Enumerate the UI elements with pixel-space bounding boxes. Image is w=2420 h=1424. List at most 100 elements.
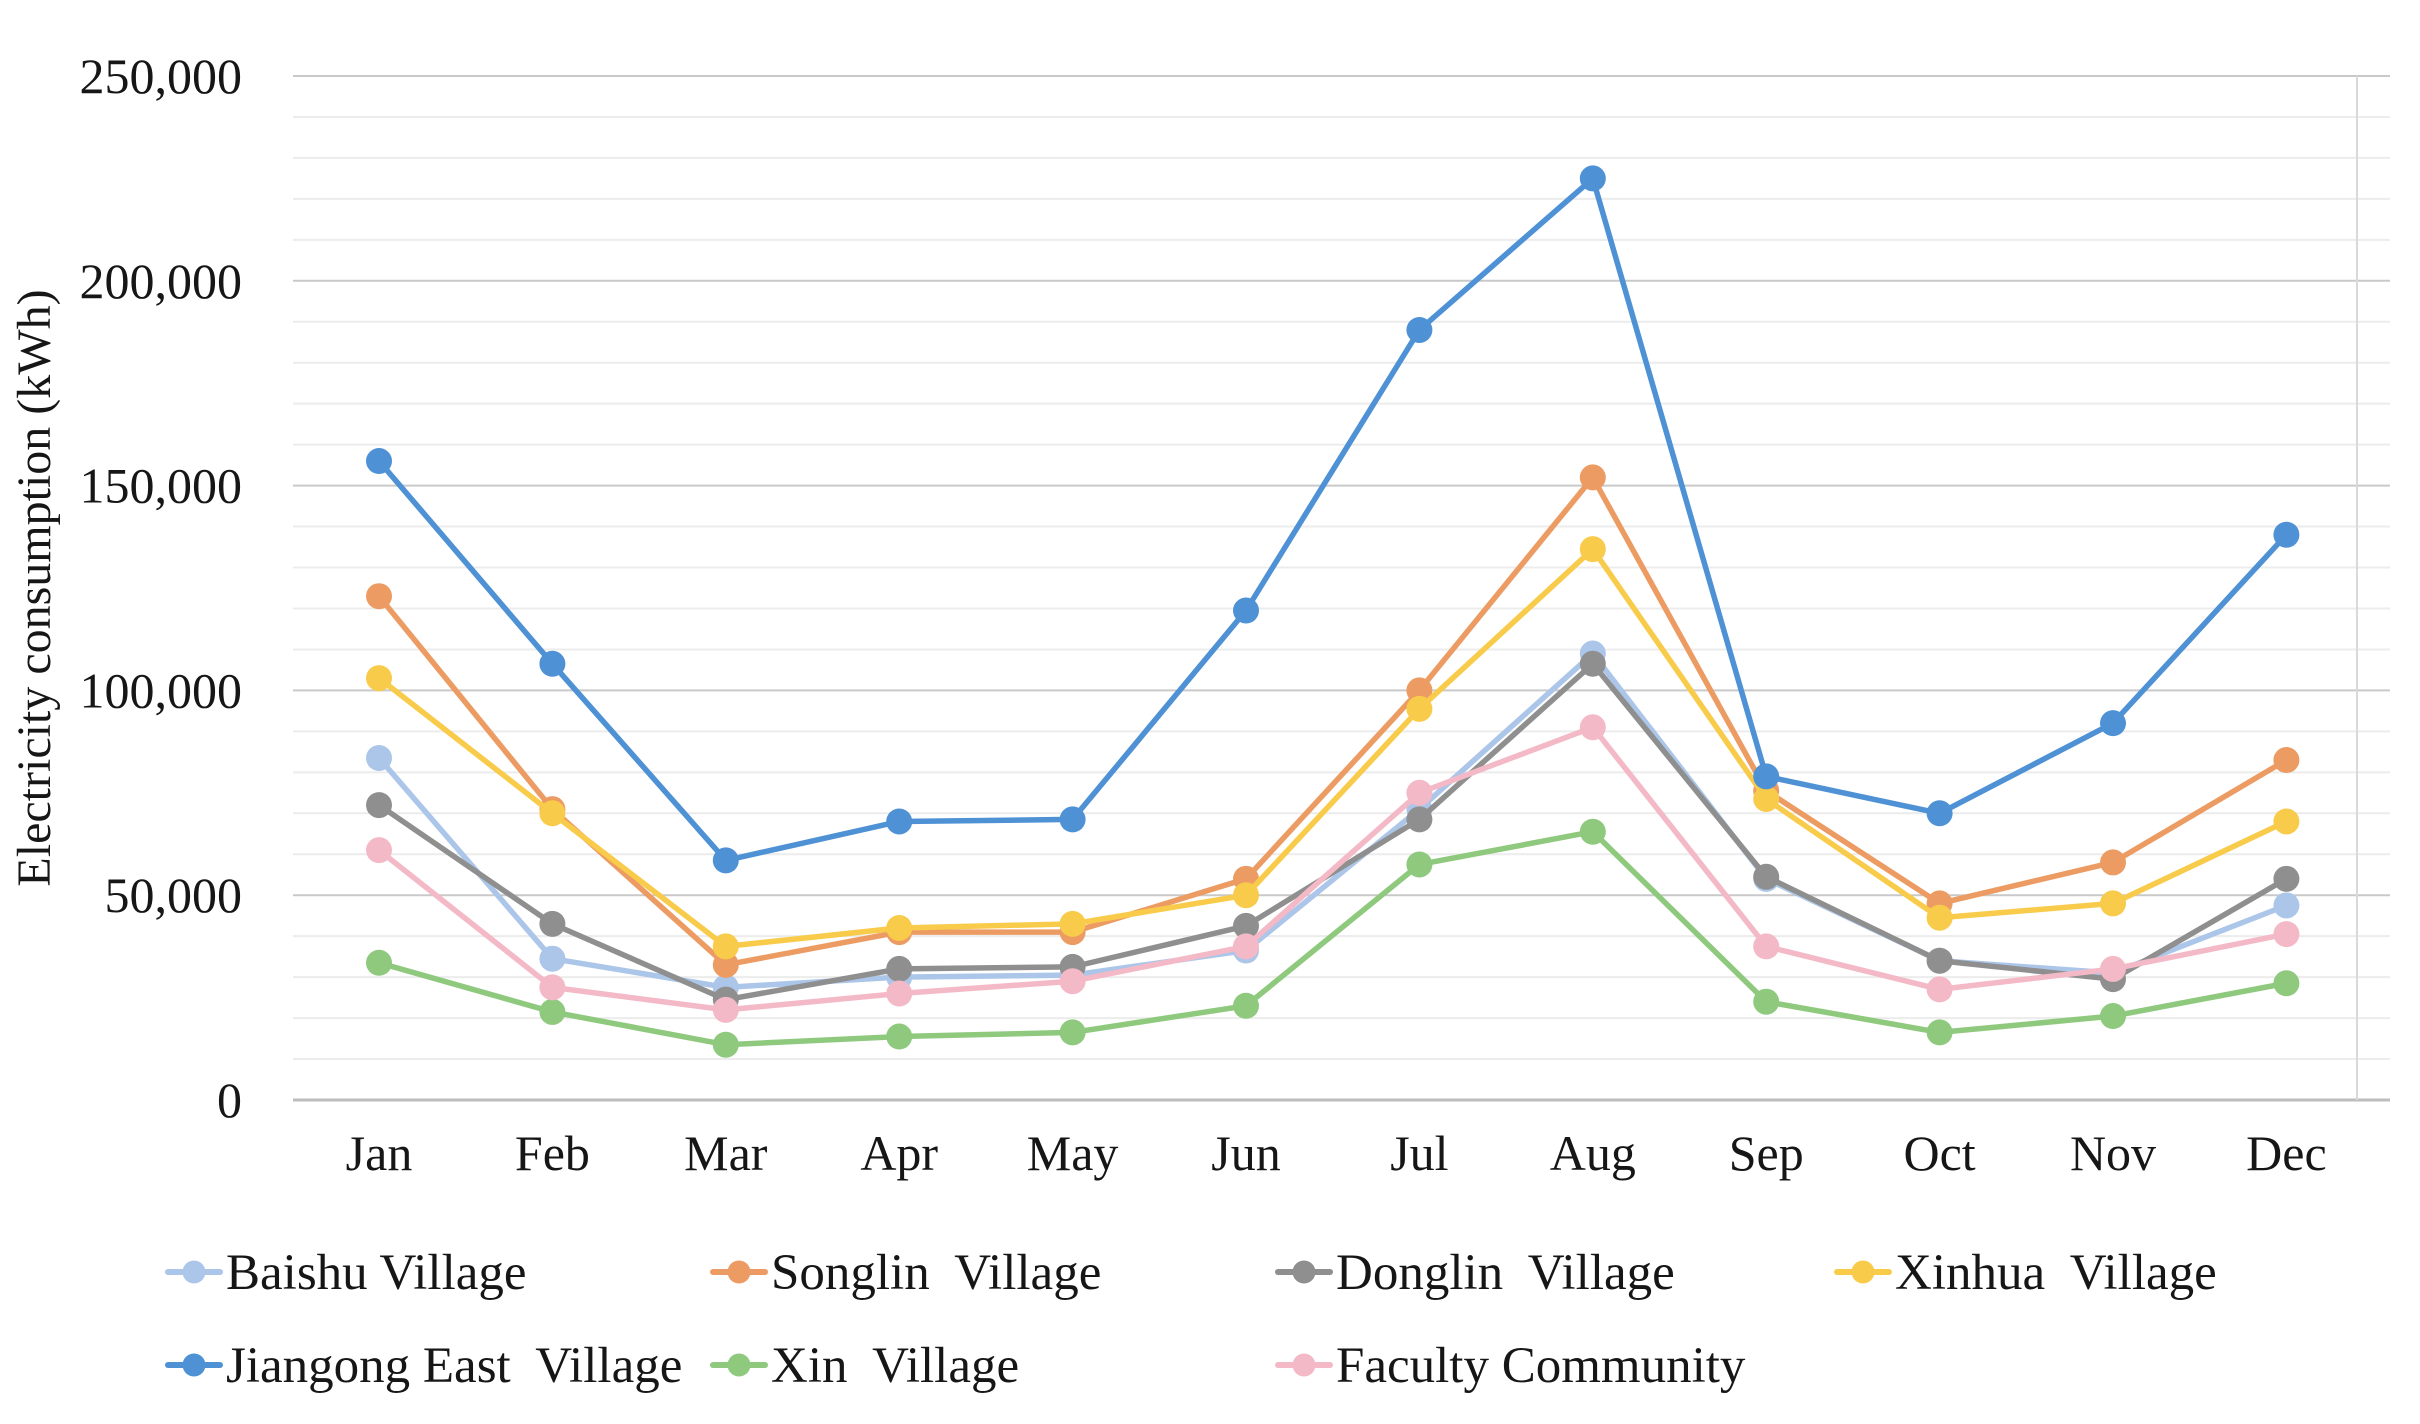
y-axis-title: Electricity consumption (kWh) <box>8 289 61 886</box>
legend-item: Songlin Village <box>710 1245 1101 1301</box>
data-point-marker <box>886 1023 913 1050</box>
data-point-marker <box>1926 800 1953 827</box>
data-point-marker <box>712 996 739 1023</box>
data-point-marker <box>1406 695 1433 722</box>
data-point-marker <box>1233 933 1259 960</box>
legend-item-label: Jiangong East Village <box>226 1338 682 1394</box>
data-point-marker <box>1926 904 1953 931</box>
series-jiangong-east-village <box>366 165 2300 874</box>
data-point-marker <box>1059 1019 1086 1046</box>
series-faculty-community <box>366 714 2300 1023</box>
month-label: Apr <box>860 1125 938 1181</box>
data-point-marker <box>712 847 739 874</box>
series-line <box>376 175 2290 864</box>
data-point-marker <box>1926 1019 1953 1046</box>
legend-marker-dot <box>727 1353 751 1377</box>
y-axis-tick-labels: 0 50,000 100,000 150,000 200,000 250,000 <box>80 48 243 1128</box>
data-point-marker <box>1753 863 1780 890</box>
month-label: Aug <box>1550 1125 1636 1181</box>
month-label: Oct <box>1903 1125 1975 1181</box>
data-point-marker <box>366 792 392 819</box>
data-point-marker <box>886 980 913 1007</box>
series-line <box>376 828 2290 1048</box>
x-axis-month-labels: Jan Feb Mar Apr May Jun Jul Aug Sep Oct Nov Dec <box>346 1125 2327 1181</box>
data-point-marker <box>1579 714 1606 741</box>
data-point-marker <box>366 448 392 475</box>
data-point-marker <box>539 650 566 677</box>
series-baishu-village <box>366 640 2300 1001</box>
data-point-marker <box>1926 976 1953 1003</box>
month-label: Jan <box>346 1125 413 1181</box>
data-point-marker <box>539 910 566 937</box>
data-point-marker <box>366 665 392 692</box>
data-point-marker <box>1406 806 1433 833</box>
y-tick-label: 200,000 <box>80 253 243 309</box>
data-point-marker <box>2100 1003 2126 1030</box>
data-point-marker <box>2273 921 2300 948</box>
month-label: Nov <box>2070 1125 2156 1181</box>
legend-item: Jiangong East Village <box>165 1338 682 1394</box>
month-label: Jul <box>1390 1125 1448 1181</box>
data-point-marker <box>539 800 566 827</box>
series-xin-village <box>366 818 2300 1058</box>
data-point-marker <box>2273 808 2300 835</box>
legend-marker-dot <box>1851 1260 1875 1284</box>
data-point-marker <box>886 808 913 835</box>
legend-item: Faculty Community <box>1275 1338 1746 1394</box>
data-point-marker <box>366 949 392 976</box>
data-point-marker <box>712 933 739 960</box>
legend-marker-dot <box>727 1260 751 1284</box>
series-songlin-village <box>366 464 2300 978</box>
month-label: Mar <box>684 1125 768 1181</box>
data-point-marker <box>2273 970 2300 997</box>
data-point-marker <box>366 583 392 610</box>
series-line <box>376 661 2290 1003</box>
legend-item-label: Songlin Village <box>771 1245 1101 1301</box>
legend-item: Xin Village <box>710 1338 1019 1394</box>
series-line <box>376 724 2290 1013</box>
data-point-marker <box>1233 597 1259 624</box>
data-point-marker <box>2100 849 2126 876</box>
data-point-marker <box>1406 316 1433 343</box>
month-label: May <box>1027 1125 1119 1181</box>
series-donglin-village <box>366 650 2300 1013</box>
data-point-marker <box>2273 747 2300 774</box>
data-point-marker <box>1579 165 1606 192</box>
legend-item: Xinhua Village <box>1834 1245 2217 1301</box>
legend-item: Donglin Village <box>1275 1245 1675 1301</box>
y-tick-label: 250,000 <box>80 48 243 104</box>
legend-item-label: Baishu Village <box>226 1245 527 1301</box>
series-line <box>376 474 2290 968</box>
legend-marker-dot <box>1292 1260 1316 1284</box>
data-point-marker <box>1753 785 1780 812</box>
y-tick-label: 50,000 <box>105 867 243 923</box>
data-point-marker <box>1233 992 1259 1019</box>
series-line <box>376 546 2290 950</box>
data-point-marker <box>2100 955 2126 982</box>
y-tick-label: 0 <box>217 1072 242 1128</box>
data-point-marker <box>1059 968 1086 995</box>
legend-item: Baishu Village <box>165 1245 527 1301</box>
data-point-marker <box>712 951 739 978</box>
data-point-marker <box>2273 892 2300 919</box>
legend-item-label: Xinhua Village <box>1895 1245 2217 1301</box>
legend-item-label: Xin Village <box>771 1338 1019 1394</box>
data-point-marker <box>1406 677 1433 704</box>
series-xinhua-village <box>366 536 2300 960</box>
y-tick-label: 150,000 <box>80 458 243 514</box>
data-point-marker <box>2273 521 2300 548</box>
data-point-marker <box>1406 779 1433 806</box>
data-point-marker <box>1579 650 1606 677</box>
month-label: Jun <box>1211 1125 1280 1181</box>
data-point-marker <box>1753 763 1780 790</box>
data-point-marker <box>2273 865 2300 892</box>
data-point-marker <box>1233 882 1259 909</box>
data-point-marker <box>1579 536 1606 563</box>
data-point-marker <box>712 1031 739 1058</box>
data-point-marker <box>1579 464 1606 491</box>
legend: Baishu Village Songlin Village Donglin Vil… <box>165 1245 2217 1394</box>
month-label: Feb <box>515 1125 590 1181</box>
data-point-marker <box>1753 988 1780 1015</box>
